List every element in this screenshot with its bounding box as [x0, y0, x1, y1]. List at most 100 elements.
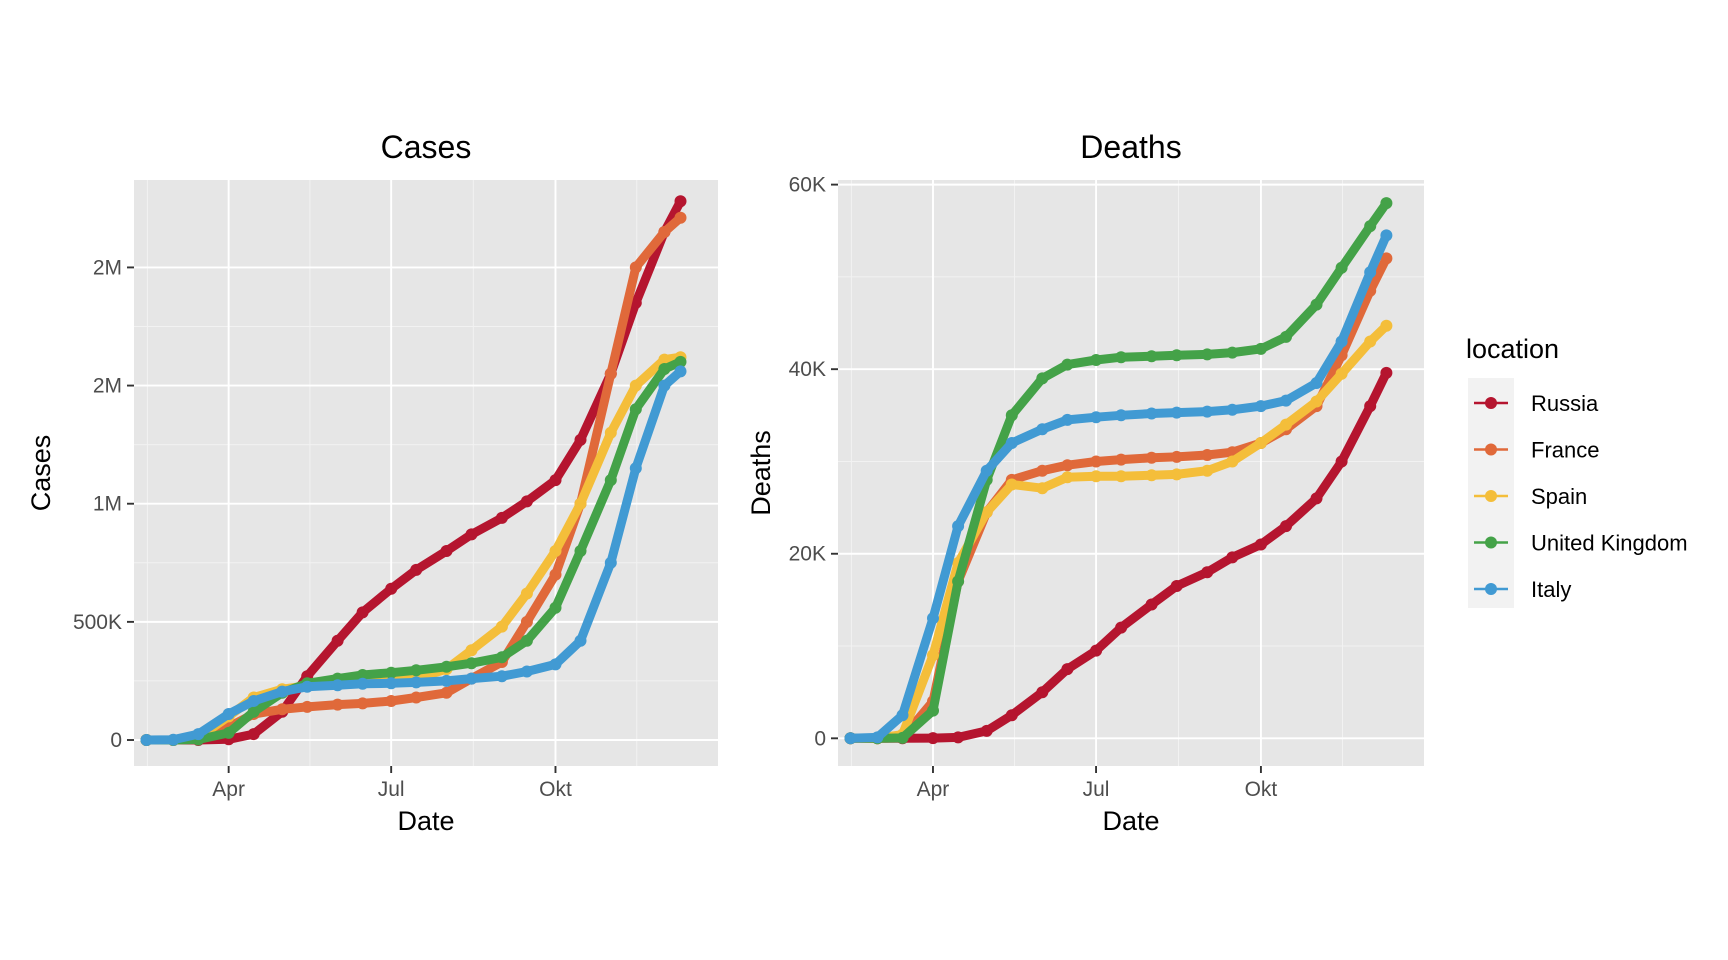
deaths-data-point-italy	[844, 732, 857, 745]
cases-data-point-united-kingdom	[674, 355, 687, 368]
deaths-data-point-united-kingdom	[1310, 298, 1323, 311]
cases-data-point-france	[356, 697, 369, 710]
cases-data-point-france	[674, 211, 687, 224]
deaths-data-point-spain	[1005, 478, 1018, 491]
deaths-data-point-russia	[1364, 400, 1377, 413]
deaths-data-point-italy	[927, 612, 939, 625]
deaths-data-point-united-kingdom	[1254, 342, 1267, 355]
deaths-data-point-spain	[927, 649, 939, 662]
cases-panel: 0 500K 1M 2M 2M Apr Jul Okt Cases Date Cases	[26, 129, 718, 836]
cases-data-point-united-kingdom	[574, 545, 587, 557]
cases-y-tick-label: 2M	[93, 375, 122, 398]
cases-data-point-russia	[440, 545, 453, 557]
deaths-data-point-italy	[1036, 423, 1049, 436]
cases-data-point-spain	[658, 353, 671, 366]
cases-data-point-united-kingdom	[247, 705, 260, 718]
deaths-data-point-spain	[1226, 455, 1239, 468]
cases-data-point-france	[549, 568, 562, 581]
deaths-data-point-united-kingdom	[927, 704, 939, 717]
deaths-data-point-italy	[1364, 266, 1377, 279]
legend-title: location	[1466, 334, 1559, 364]
cases-data-point-italy	[465, 672, 478, 685]
deaths-data-point-spain	[1090, 470, 1103, 483]
cases-data-point-italy	[629, 462, 642, 475]
deaths-panel: 0 20K 40K 60K Apr Jul Okt Deaths Date Deaths	[746, 129, 1424, 836]
cases-data-point-spain	[520, 587, 533, 600]
deaths-data-point-russia	[1090, 644, 1103, 657]
deaths-data-point-united-kingdom	[1061, 358, 1074, 371]
cases-data-point-russia	[629, 296, 642, 309]
legend-label-russia: Russia	[1531, 391, 1599, 416]
deaths-data-point-united-kingdom	[896, 731, 909, 744]
deaths-data-point-italy	[871, 731, 884, 744]
deaths-data-point-united-kingdom	[1036, 372, 1049, 385]
cases-data-point-france	[276, 703, 289, 716]
cases-data-point-spain	[574, 497, 587, 510]
cases-data-point-russia	[356, 606, 369, 619]
deaths-data-point-spain	[1145, 469, 1158, 482]
cases-data-point-united-kingdom	[222, 726, 235, 739]
deaths-data-point-spain	[1170, 468, 1183, 481]
cases-y-tick-label: 0	[110, 729, 122, 752]
deaths-data-point-russia	[1254, 538, 1267, 551]
cases-data-point-russia	[520, 495, 533, 508]
deaths-data-point-italy	[980, 464, 993, 477]
deaths-data-point-spain	[1335, 367, 1348, 380]
deaths-data-point-france	[1201, 449, 1214, 461]
cases-data-point-italy	[674, 365, 687, 378]
deaths-data-point-italy	[1145, 407, 1158, 420]
cases-y-tick-label: 1M	[93, 493, 122, 516]
cases-data-point-united-kingdom	[356, 669, 369, 681]
cases-data-point-united-kingdom	[465, 657, 478, 670]
deaths-data-point-italy	[1115, 409, 1128, 422]
cases-data-point-italy	[167, 733, 180, 746]
legend-key-point-france	[1485, 443, 1497, 456]
deaths-data-point-russia	[927, 732, 939, 745]
deaths-data-point-spain	[1280, 418, 1292, 431]
deaths-data-point-russia	[1380, 366, 1393, 379]
deaths-data-point-russia	[1201, 566, 1214, 579]
deaths-x-tick-label: Apr	[917, 778, 950, 801]
cases-data-point-united-kingdom	[440, 660, 453, 673]
deaths-data-point-united-kingdom	[1226, 346, 1239, 359]
cases-data-point-france	[520, 615, 533, 628]
cases-data-point-russia	[410, 563, 423, 576]
legend-label-united-kingdom: United Kingdom	[1531, 531, 1688, 556]
cases-data-point-russia	[331, 634, 344, 647]
legend-label-italy: Italy	[1531, 577, 1571, 602]
cases-data-point-russia	[495, 511, 508, 524]
deaths-x-tick-label: Okt	[1245, 778, 1278, 801]
cases-data-point-united-kingdom	[520, 634, 533, 647]
deaths-data-point-russia	[1310, 492, 1323, 505]
deaths-data-point-russia	[1226, 551, 1239, 564]
deaths-data-point-united-kingdom	[1280, 330, 1292, 343]
cases-data-point-italy	[140, 734, 153, 746]
cases-data-point-russia	[465, 528, 478, 541]
cases-data-point-united-kingdom	[604, 474, 617, 487]
deaths-data-point-russia	[1170, 580, 1183, 592]
cases-data-point-france	[629, 261, 642, 274]
cases-data-point-united-kingdom	[629, 403, 642, 416]
deaths-data-point-russia	[1115, 621, 1128, 634]
deaths-data-point-italy	[1280, 394, 1292, 407]
deaths-data-point-united-kingdom	[952, 575, 965, 588]
cases-data-point-italy	[410, 676, 423, 689]
legend-key-point-italy	[1485, 583, 1497, 595]
cases-y-tick-label: 2M	[93, 256, 122, 279]
legend-key-point-united-kingdom	[1485, 536, 1497, 549]
deaths-data-point-united-kingdom	[1380, 197, 1393, 210]
cases-data-point-italy	[574, 634, 587, 647]
deaths-y-tick-label: 40K	[789, 358, 826, 381]
cases-data-point-spain	[549, 545, 562, 557]
deaths-data-point-france	[1145, 451, 1158, 464]
deaths-data-point-italy	[1170, 406, 1183, 419]
deaths-data-point-russia	[952, 731, 965, 744]
cases-x-tick-label: Apr	[212, 778, 245, 801]
deaths-y-axis-title: Deaths	[746, 430, 776, 516]
cases-data-point-italy	[604, 556, 617, 569]
cases-x-axis-title: Date	[397, 806, 454, 836]
legend-label-france: France	[1531, 438, 1599, 463]
deaths-data-point-united-kingdom	[1364, 220, 1377, 233]
deaths-panel-title: Deaths	[1080, 129, 1181, 165]
